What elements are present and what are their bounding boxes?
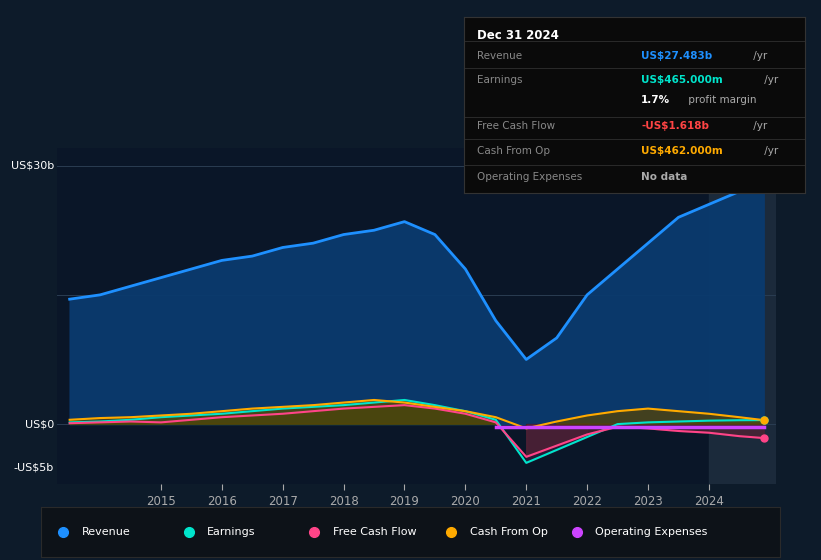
Text: Cash From Op: Cash From Op bbox=[470, 527, 548, 537]
Text: 1.7%: 1.7% bbox=[641, 95, 670, 105]
Text: Revenue: Revenue bbox=[82, 527, 131, 537]
Text: Earnings: Earnings bbox=[208, 527, 256, 537]
Text: No data: No data bbox=[641, 172, 687, 183]
Text: -US$5b: -US$5b bbox=[14, 462, 54, 472]
Text: Operating Expenses: Operating Expenses bbox=[595, 527, 708, 537]
Text: Free Cash Flow: Free Cash Flow bbox=[478, 121, 556, 131]
Bar bbox=[709, 148, 776, 484]
Text: Operating Expenses: Operating Expenses bbox=[478, 172, 583, 183]
Text: US$0: US$0 bbox=[25, 419, 54, 429]
Text: US$462.000m: US$462.000m bbox=[641, 146, 722, 156]
Text: US$30b: US$30b bbox=[11, 161, 54, 171]
Text: US$27.483b: US$27.483b bbox=[641, 50, 713, 60]
Text: US$465.000m: US$465.000m bbox=[641, 75, 722, 85]
Text: /yr: /yr bbox=[750, 50, 768, 60]
Text: Dec 31 2024: Dec 31 2024 bbox=[478, 29, 559, 42]
Text: Revenue: Revenue bbox=[478, 50, 523, 60]
Text: Cash From Op: Cash From Op bbox=[478, 146, 551, 156]
Text: Earnings: Earnings bbox=[478, 75, 523, 85]
Text: Free Cash Flow: Free Cash Flow bbox=[333, 527, 416, 537]
Text: /yr: /yr bbox=[750, 121, 768, 131]
Text: /yr: /yr bbox=[761, 75, 778, 85]
Text: profit margin: profit margin bbox=[685, 95, 756, 105]
Text: -US$1.618b: -US$1.618b bbox=[641, 121, 709, 131]
Text: /yr: /yr bbox=[761, 146, 778, 156]
